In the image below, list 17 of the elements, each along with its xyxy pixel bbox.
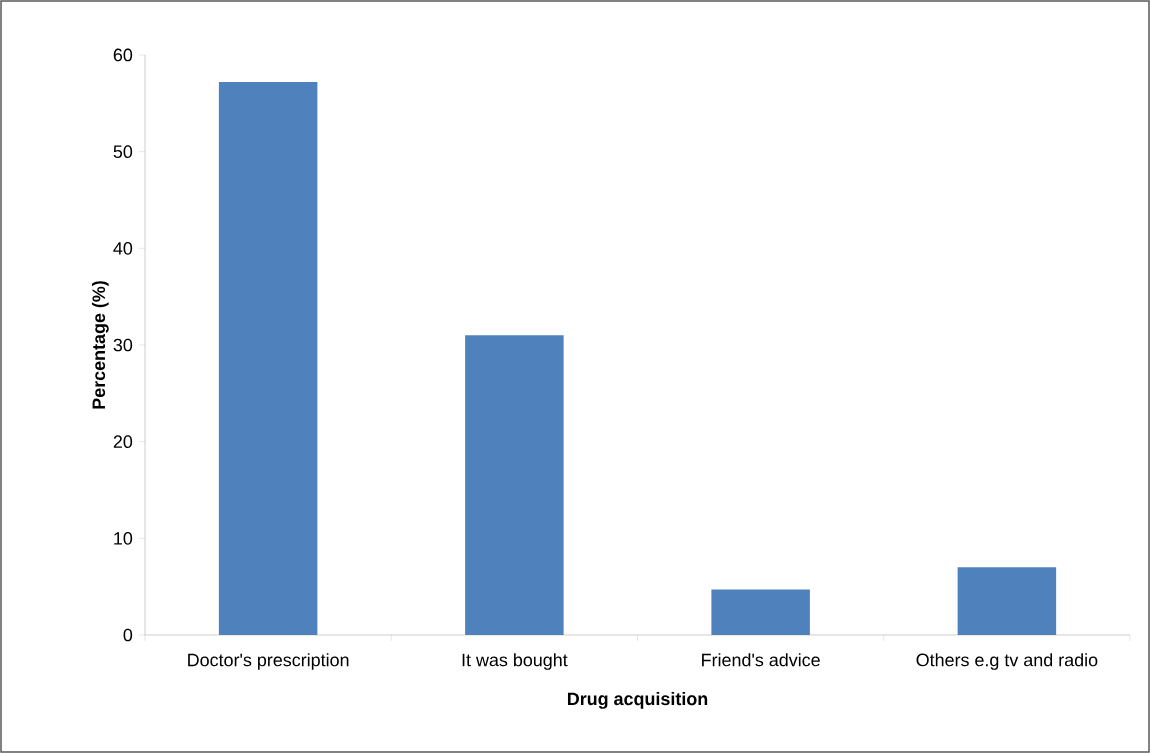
- bar: [218, 82, 318, 635]
- x-tick-label: It was bought: [462, 653, 568, 670]
- y-tick-label: 0: [123, 628, 133, 642]
- x-axis-title: Drug acquisition: [567, 692, 708, 709]
- x-tick-label: Friend's advice: [702, 653, 820, 667]
- y-tick-label: 10: [114, 531, 133, 545]
- bar: [957, 567, 1057, 635]
- x-tick-label: Others e.g tv and radio: [916, 653, 1098, 670]
- y-tick-label: 60: [113, 48, 133, 62]
- bar: [711, 589, 810, 635]
- y-tick-label: 20: [113, 435, 133, 448]
- x-tick-label: Doctor's prescription: [188, 653, 349, 670]
- y-tick-label: 30: [113, 338, 133, 352]
- y-tick-label: 40: [113, 241, 133, 255]
- y-tick-label: 50: [113, 145, 133, 158]
- bar: [465, 335, 564, 635]
- y-axis-title: Percentage (%): [91, 281, 109, 409]
